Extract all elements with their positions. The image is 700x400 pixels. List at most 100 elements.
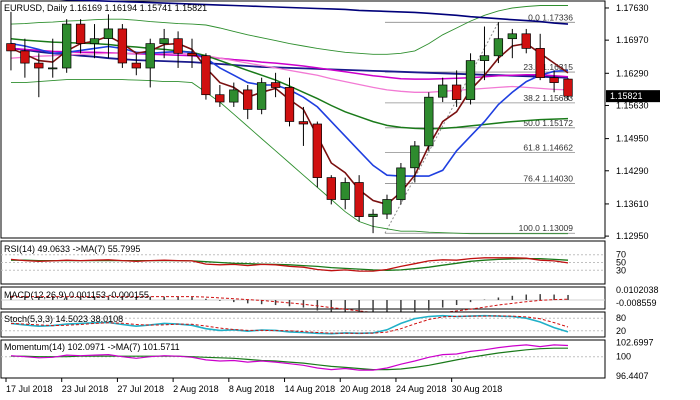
stoch-d-line xyxy=(10,315,569,334)
candle-bearish xyxy=(549,77,559,83)
candle-bearish xyxy=(298,121,309,125)
candle-bearish xyxy=(34,62,44,69)
candle-bullish xyxy=(438,84,448,98)
rsi-label: RSI(14) 49.0633 ->MA(7) 55.7995 xyxy=(4,244,140,254)
candle-bullish xyxy=(62,23,72,69)
candle-bullish xyxy=(382,199,392,215)
chart-header: EURUSD, Daily 1.16169 1.16194 1.15741 1.… xyxy=(4,3,207,13)
stochastic-indicator xyxy=(1,314,605,335)
momentum-axis: 102.6997 100 96.4407 xyxy=(616,337,654,381)
macd-panel xyxy=(0,286,606,310)
candle-bearish xyxy=(187,52,197,57)
candle-bullish xyxy=(159,38,169,44)
candle-bearish xyxy=(284,87,295,122)
candle-bullish xyxy=(48,67,58,70)
candle-bearish xyxy=(6,43,16,52)
time-tick-label: 24 Aug 2018 xyxy=(396,384,447,394)
time-axis: 17 Jul 2018 23 Jul 2018 27 Jul 2018 2 Aug 2… xyxy=(5,378,503,394)
fib-level-label: 100.0 1.13009 xyxy=(519,223,574,233)
candle-bullish xyxy=(493,38,504,57)
candle-bearish xyxy=(20,50,30,64)
time-tick-label: 2 Aug 2018 xyxy=(173,384,219,394)
candle-bearish xyxy=(201,55,211,96)
moving-average-line xyxy=(10,52,569,93)
candle-bearish xyxy=(117,28,128,64)
macd-tick-label: -0.008559 xyxy=(616,298,657,308)
momentum-ma-line xyxy=(11,347,568,371)
moving-average-line xyxy=(59,0,569,25)
price-tick-label: 1.13610 xyxy=(616,199,649,209)
moving-average-line xyxy=(11,79,568,235)
candle-bullish xyxy=(465,60,476,100)
momentum-label: Momentum(14) 102.0971 ->MA(7) 101.5711 xyxy=(4,342,180,352)
price-axis: 1.17630 1.16970 1.16290 1.15630 1.14950 1.142… xyxy=(605,3,649,241)
price-tick-label: 1.14950 xyxy=(616,134,649,144)
candle-bullish xyxy=(479,55,490,61)
candle-bullish xyxy=(340,182,350,200)
candle-bullish xyxy=(229,89,239,103)
candle-bearish xyxy=(535,48,545,78)
fib-level-label: 76.4 1.14030 xyxy=(523,173,573,183)
candle-bullish xyxy=(256,82,267,110)
fib-level-label: 0.0 1.17336 xyxy=(528,12,573,22)
macd-signal-line xyxy=(11,296,569,316)
stoch-label: Stoch(5,3,3) 14.5023 38.0108 xyxy=(4,314,123,324)
candle-bearish xyxy=(354,182,364,217)
stoch-tick-label: 20 xyxy=(616,326,626,336)
candlesticks xyxy=(6,11,573,234)
time-tick-label: 20 Aug 2018 xyxy=(340,384,391,394)
candle-bullish xyxy=(424,96,434,147)
stoch-tick-label: 80 xyxy=(616,313,626,323)
price-tick-label: 1.14290 xyxy=(616,166,649,176)
candle-bearish xyxy=(312,123,322,178)
candle-bearish xyxy=(521,33,531,49)
time-tick-label: 23 Jul 2018 xyxy=(62,384,109,394)
candle-bearish xyxy=(326,177,336,200)
candle-bullish xyxy=(396,167,406,200)
candle-bullish xyxy=(89,38,100,44)
candle-bearish xyxy=(131,62,141,69)
candle-bearish xyxy=(243,89,253,110)
candle-bearish xyxy=(75,23,86,44)
time-tick-label: 17 Jul 2018 xyxy=(6,384,53,394)
candle-bearish xyxy=(451,84,462,100)
macd-axis: 0.0102038 -0.008559 xyxy=(616,285,659,308)
time-tick-label: 30 Aug 2018 xyxy=(452,384,503,394)
rsi-ma-line xyxy=(11,257,569,271)
candle-bullish xyxy=(507,33,517,40)
price-tick-label: 1.12950 xyxy=(616,231,649,241)
momentum-line xyxy=(10,344,569,371)
fib-level-label: 38.2 1.15683 xyxy=(523,93,573,103)
fib-level-label: 50.0 1.15172 xyxy=(523,118,573,128)
fib-level-label: 61.8 1.14662 xyxy=(523,143,573,153)
moving-average-line xyxy=(10,47,569,80)
rsi-tick-label: 70 xyxy=(616,250,626,260)
time-tick-label: 8 Aug 2018 xyxy=(229,384,275,394)
macd-tick-label: 0.0102038 xyxy=(616,285,659,295)
last-price-label: 1.15821 xyxy=(610,91,643,101)
moving-average-line xyxy=(10,47,569,79)
last-price-marker: 1.15821 xyxy=(606,90,660,103)
macd-label: MACD(12,26,9) 0.001153 -0.000155 xyxy=(4,290,149,300)
candle-bullish xyxy=(145,43,155,69)
candle-bullish xyxy=(368,213,378,217)
rsi-line xyxy=(10,257,569,272)
candle-bullish xyxy=(410,145,420,169)
momentum-tick-label: 100 xyxy=(616,352,631,362)
price-tick-label: 1.16970 xyxy=(616,35,649,45)
price-tick-label: 1.15630 xyxy=(616,100,649,110)
rsi-tick-label: 50 xyxy=(616,258,626,268)
macd-indicator xyxy=(1,294,605,319)
moving-average-line xyxy=(10,5,568,55)
candle-bearish xyxy=(215,94,225,103)
momentum-tick-label: 96.4407 xyxy=(616,371,649,381)
rsi-tick-label: 30 xyxy=(616,265,626,275)
candle-bullish xyxy=(103,28,114,39)
momentum-indicator xyxy=(1,344,605,371)
price-tick-label: 1.17630 xyxy=(616,3,649,13)
momentum-tick-label: 102.6997 xyxy=(616,337,654,347)
rsi-indicator xyxy=(1,254,605,272)
